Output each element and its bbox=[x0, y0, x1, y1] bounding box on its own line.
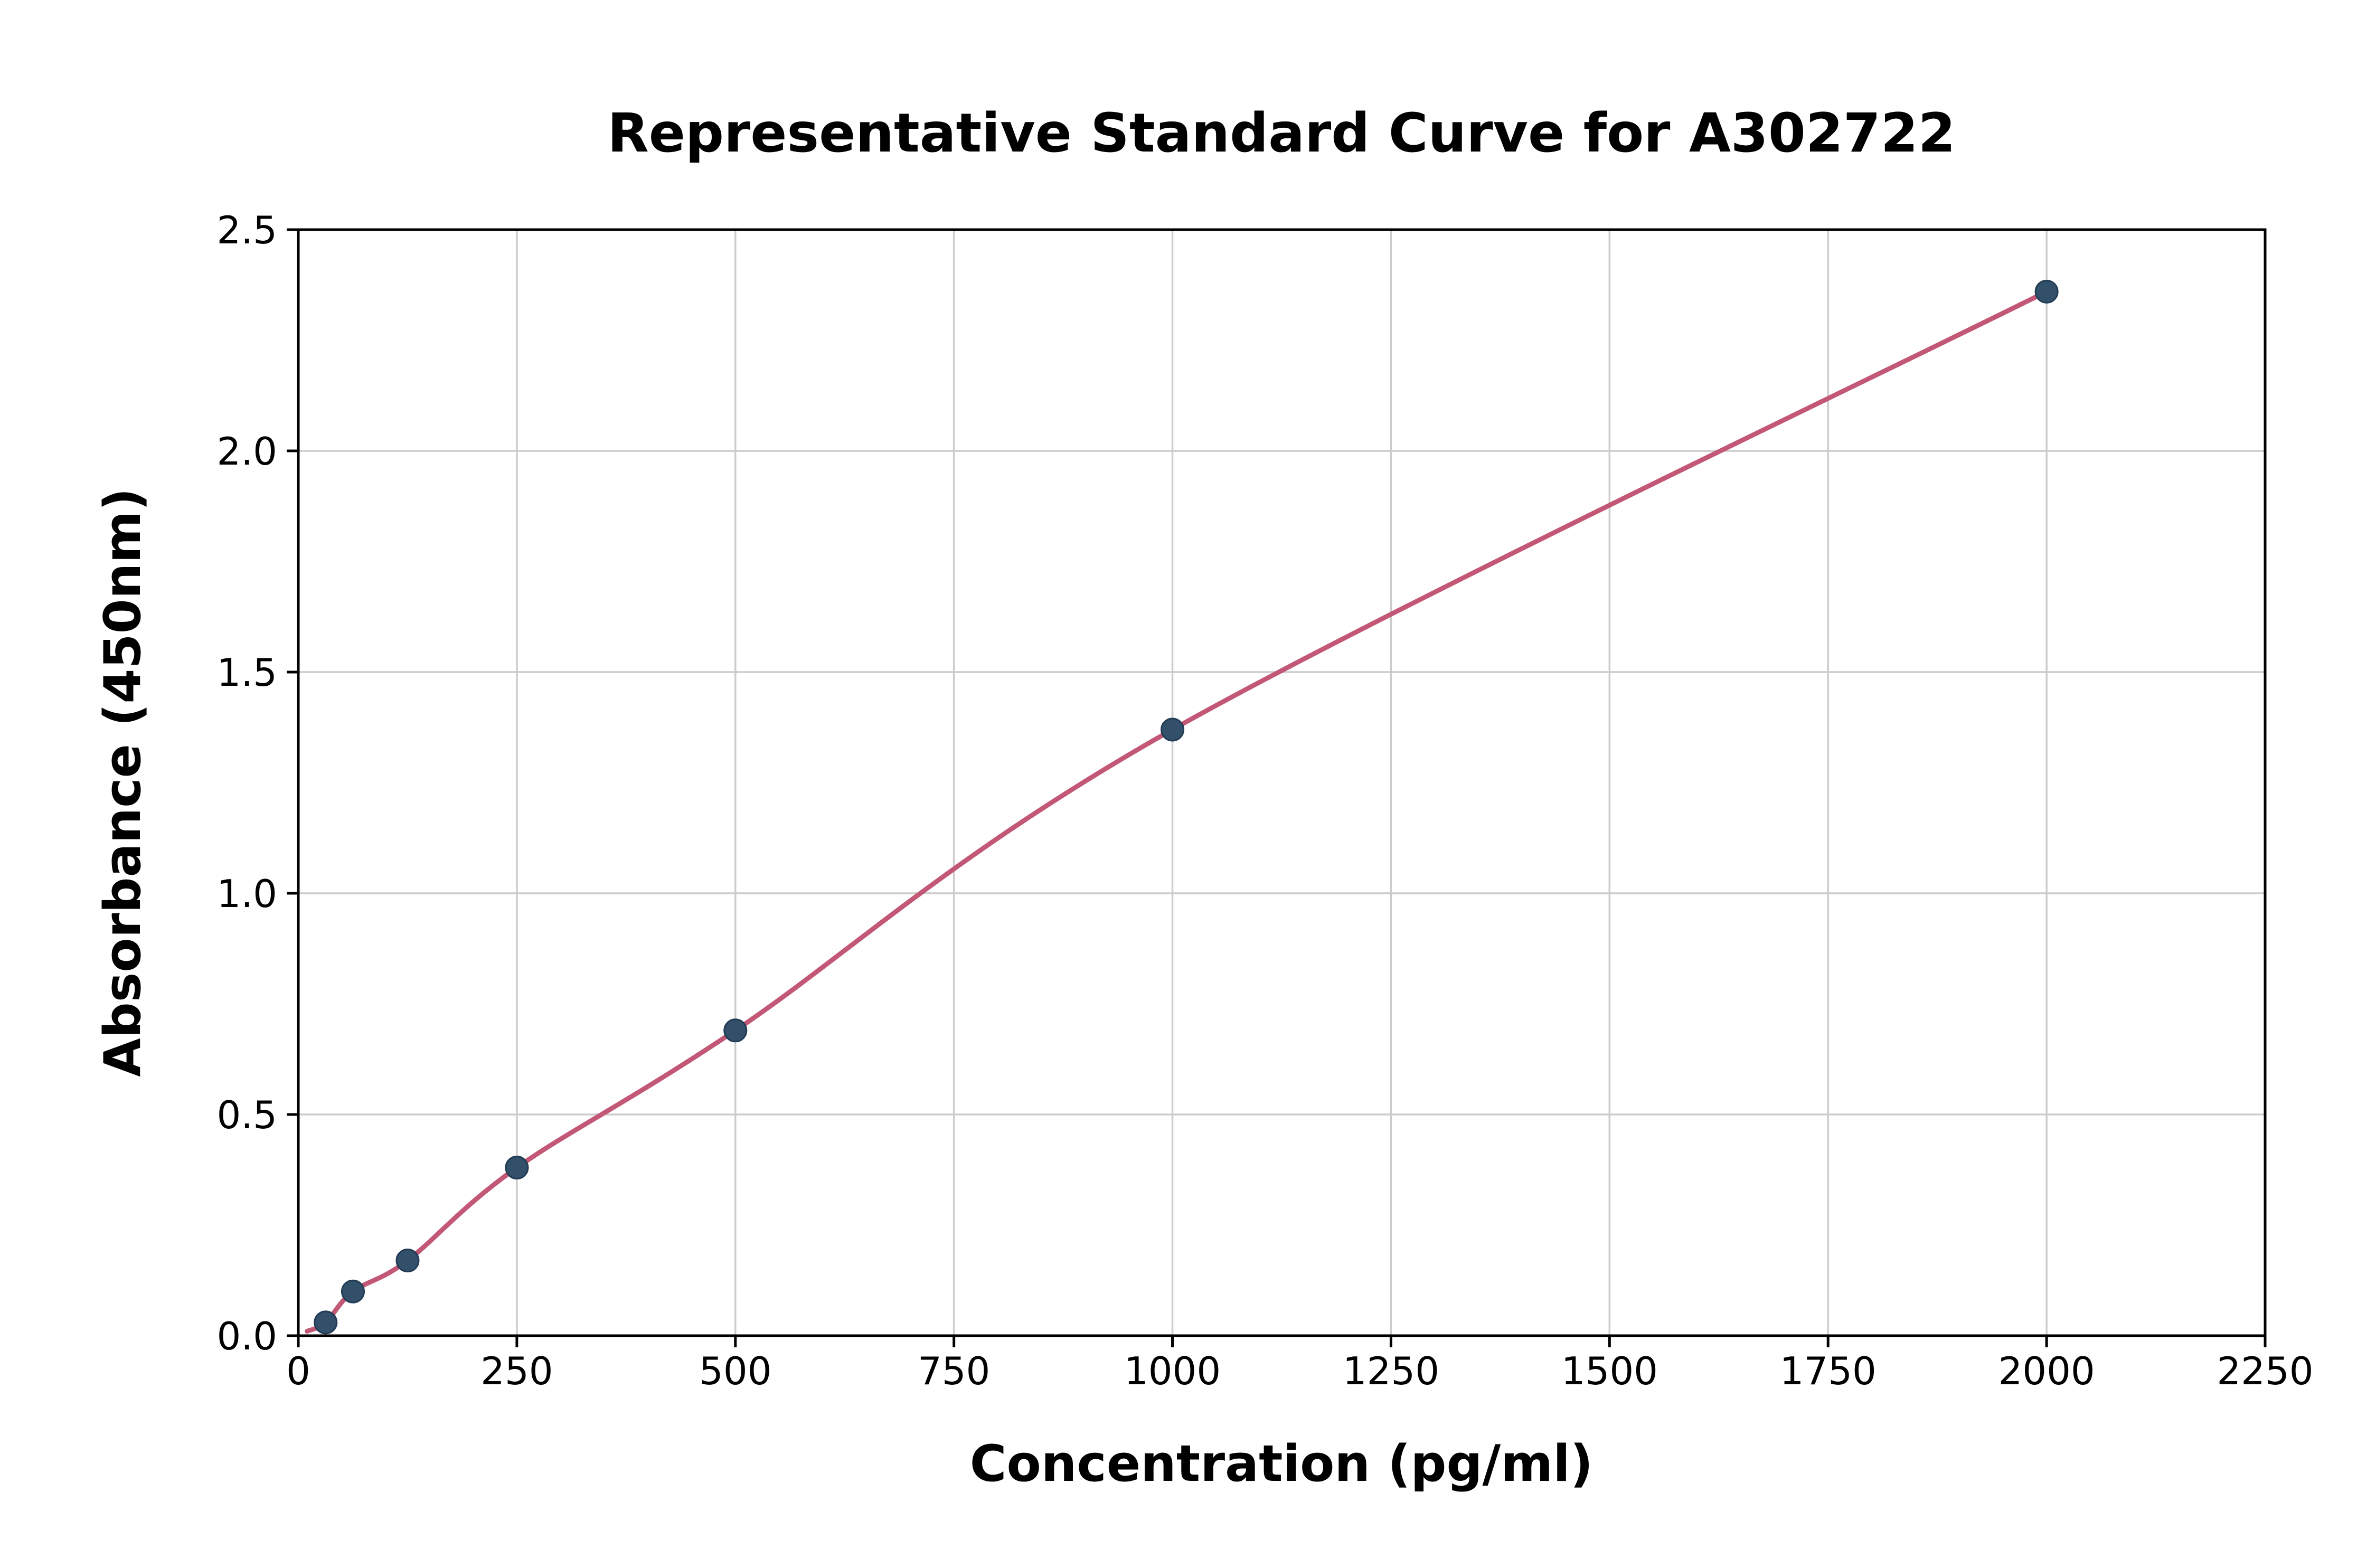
x-tick-label: 2000 bbox=[1998, 1349, 2095, 1393]
data-point bbox=[314, 1310, 338, 1335]
y-axis-label: Absorbance (450nm) bbox=[94, 488, 152, 1077]
x-tick-label: 1750 bbox=[1780, 1349, 1877, 1393]
x-tick-label: 750 bbox=[918, 1349, 990, 1393]
y-tick-label: 1.0 bbox=[216, 872, 277, 916]
data-point bbox=[723, 1018, 748, 1043]
data-point bbox=[1161, 717, 1185, 742]
data-point bbox=[505, 1156, 529, 1180]
plot-area: 0 250 500 750 1000 1250 1500 1750 2000 2250 0.0 0.5… bbox=[216, 208, 2313, 1393]
y-tick-label: 0.0 bbox=[216, 1314, 277, 1358]
y-tick-label: 1.5 bbox=[216, 650, 277, 695]
x-tick-label: 1500 bbox=[1561, 1349, 1658, 1393]
data-point bbox=[2034, 279, 2059, 304]
standard-curve-line bbox=[305, 289, 2049, 1334]
x-tick-label: 2250 bbox=[2217, 1349, 2313, 1393]
x-tick-label: 1250 bbox=[1343, 1349, 1439, 1393]
x-tick-label: 500 bbox=[699, 1349, 771, 1393]
y-tick-label: 2.5 bbox=[216, 208, 277, 252]
y-tick-label: 0.5 bbox=[216, 1093, 277, 1137]
data-point bbox=[341, 1279, 365, 1303]
plot-border bbox=[297, 228, 2267, 1337]
chart-title: Representative Standard Curve for A30272… bbox=[607, 102, 1956, 165]
x-tick-label: 1000 bbox=[1124, 1349, 1221, 1393]
x-tick-label: 0 bbox=[286, 1349, 310, 1393]
y-tick-label: 2.0 bbox=[216, 429, 277, 474]
x-axis-label: Concentration (pg/ml) bbox=[970, 1435, 1593, 1493]
data-point bbox=[395, 1249, 420, 1273]
x-tick-label: 250 bbox=[480, 1349, 553, 1393]
